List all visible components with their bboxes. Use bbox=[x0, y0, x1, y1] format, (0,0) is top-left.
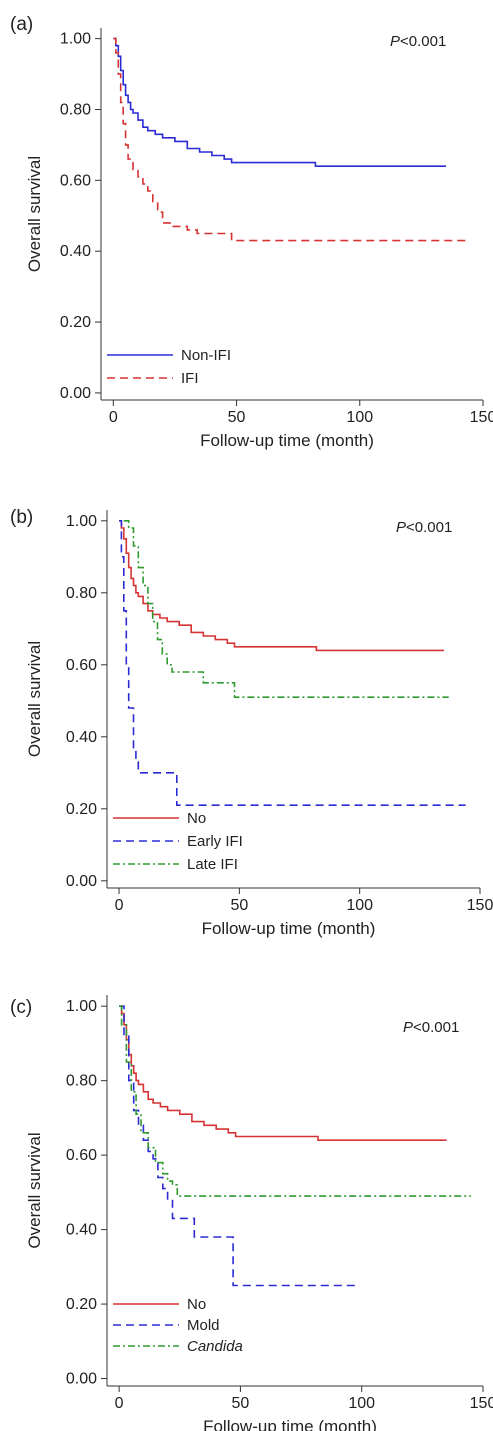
p-value-text: <0.001 bbox=[413, 1019, 459, 1036]
p-value-annotation: P<0.001 bbox=[390, 33, 446, 50]
y-tick-label: 0.00 bbox=[66, 1371, 97, 1388]
x-tick-label: 150 bbox=[470, 1395, 493, 1412]
x-tick-label: 0 bbox=[115, 897, 124, 914]
survival-curve-2 bbox=[119, 520, 466, 806]
y-tick-label: 0.60 bbox=[66, 657, 97, 674]
y-tick-label: 0.60 bbox=[60, 172, 91, 189]
survival-curve-2 bbox=[119, 1005, 357, 1287]
legend-label: No bbox=[187, 810, 206, 827]
y-tick-label: 0.20 bbox=[66, 801, 97, 818]
chart-panel: (a) 0.00 0.20 0.40 0.60 0.80 1.00 0 50 100 150 Foll… bbox=[10, 14, 493, 450]
legend-label: IFI bbox=[181, 370, 199, 387]
panel-label: (c) bbox=[10, 997, 32, 1018]
y-tick-label: 1.00 bbox=[60, 31, 91, 48]
y-axis-title: Overall survival bbox=[25, 641, 44, 757]
survival-curve-1 bbox=[113, 37, 446, 167]
y-tick-label: 0.20 bbox=[66, 1296, 97, 1313]
y-axis-title: Overall survival bbox=[25, 1132, 44, 1248]
y-tick-label: 0.80 bbox=[66, 1073, 97, 1090]
x-tick-label: 0 bbox=[115, 1395, 124, 1412]
panel-label: (a) bbox=[10, 14, 33, 35]
y-axis-title: Overall survival bbox=[25, 156, 44, 272]
x-tick-label: 50 bbox=[230, 897, 248, 914]
survival-curve-1 bbox=[119, 1005, 447, 1141]
x-axis-title: Follow-up time (month) bbox=[202, 919, 376, 938]
survival-curve-1 bbox=[119, 520, 444, 652]
panel-label: (b) bbox=[10, 507, 33, 528]
p-value-text: <0.001 bbox=[400, 33, 446, 50]
p-value-annotation: P<0.001 bbox=[403, 1019, 459, 1036]
legend-label: Early IFI bbox=[187, 833, 243, 850]
survival-curve-3 bbox=[123, 520, 449, 698]
x-tick-label: 50 bbox=[232, 1395, 250, 1412]
y-tick-label: 0.80 bbox=[60, 101, 91, 118]
y-tick-label: 0.40 bbox=[60, 243, 91, 260]
p-value-text: <0.001 bbox=[406, 519, 452, 536]
x-tick-label: 50 bbox=[228, 409, 246, 426]
p-value-symbol: P bbox=[403, 1019, 413, 1036]
survival-curve-2 bbox=[113, 37, 469, 242]
y-tick-label: 0.60 bbox=[66, 1147, 97, 1164]
x-axis-title: Follow-up time (month) bbox=[203, 1417, 377, 1431]
chart-panel: (b) 0.00 0.20 0.40 0.60 0.80 1.00 0 50 100 150 Foll… bbox=[10, 507, 493, 938]
legend-label: Late IFI bbox=[187, 856, 238, 873]
x-tick-label: 150 bbox=[470, 409, 493, 426]
y-tick-label: 0.80 bbox=[66, 585, 97, 602]
p-value-symbol: P bbox=[390, 33, 400, 50]
y-tick-label: 0.40 bbox=[66, 729, 97, 746]
x-tick-label: 100 bbox=[346, 409, 373, 426]
y-tick-label: 0.00 bbox=[66, 873, 97, 890]
y-tick-label: 0.20 bbox=[60, 314, 91, 331]
x-tick-label: 150 bbox=[467, 897, 493, 914]
survival-curve-3 bbox=[119, 1005, 471, 1197]
p-value-symbol: P bbox=[396, 519, 406, 536]
x-tick-label: 0 bbox=[109, 409, 118, 426]
y-tick-label: 1.00 bbox=[66, 513, 97, 530]
x-tick-label: 100 bbox=[348, 1395, 375, 1412]
legend-label: Mold bbox=[187, 1317, 220, 1334]
y-tick-label: 1.00 bbox=[66, 998, 97, 1015]
x-axis-title: Follow-up time (month) bbox=[200, 431, 374, 450]
legend-label: No bbox=[187, 1296, 206, 1313]
legend-label: Candida bbox=[187, 1338, 243, 1355]
p-value-annotation: P<0.001 bbox=[396, 519, 452, 536]
x-tick-label: 100 bbox=[346, 897, 373, 914]
chart-panel: (c) 0.00 0.20 0.40 0.60 0.80 1.00 0 50 100 150 Foll… bbox=[10, 995, 493, 1431]
y-tick-label: 0.40 bbox=[66, 1222, 97, 1239]
y-tick-label: 0.00 bbox=[60, 385, 91, 402]
legend-label: Non-IFI bbox=[181, 347, 231, 364]
